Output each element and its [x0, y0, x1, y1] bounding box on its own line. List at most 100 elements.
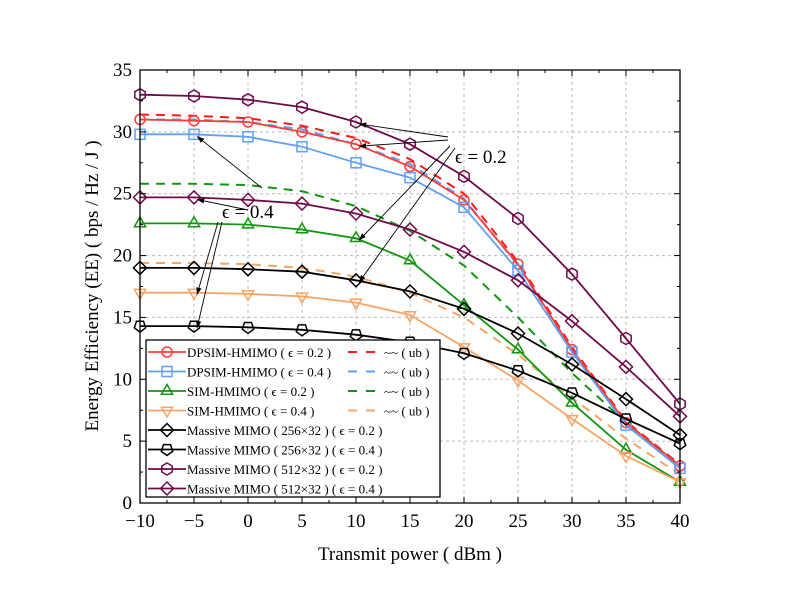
triangle-up-marker — [403, 252, 417, 265]
square-marker — [620, 419, 632, 431]
series-7 — [132, 189, 688, 424]
pentagon-marker — [511, 365, 525, 378]
legend-label: Massive MIMO ( 256×32 ) ( ϵ = 0.4 ) — [187, 443, 382, 458]
annotation-arrow — [196, 221, 223, 329]
legend-entry: Massive MIMO ( 256×32 ) ( ϵ = 0.4 ) — [148, 443, 382, 458]
hexagon-marker — [404, 137, 416, 152]
square-marker — [458, 201, 470, 214]
annotation-label: ϵ = 0.2 — [455, 147, 507, 168]
legend-ub-label: ~~ ( ub ) — [384, 365, 429, 380]
series-line — [140, 291, 681, 483]
legend-entry: DPSIM-HMIMO ( ϵ = 0.2 ) ~~ ( ub ) — [148, 345, 429, 360]
legend-entry: SIM-HMIMO ( ϵ = 0.4 ) ~~ ( ub ) — [148, 404, 429, 419]
pentagon-marker — [187, 320, 201, 334]
x-tick-label: 25 — [509, 511, 528, 532]
diamond-marker — [348, 205, 364, 222]
square-marker — [350, 157, 362, 169]
diamond-marker — [240, 261, 256, 277]
series-line — [140, 222, 681, 483]
hexagon-marker — [296, 100, 308, 114]
y-tick-label: 15 — [113, 307, 132, 328]
hexagon-marker — [512, 211, 524, 226]
diamond-marker — [564, 356, 580, 372]
hexagon-marker — [620, 331, 632, 346]
x-tick-label: 10 — [347, 511, 366, 532]
diamond-marker — [564, 313, 580, 329]
series-line — [140, 118, 681, 468]
pentagon-marker — [295, 324, 309, 337]
circle-marker — [188, 114, 200, 127]
triangle-down-marker — [295, 292, 309, 305]
annotations: ϵ = 0.2 ϵ = 0.4 — [196, 122, 507, 329]
legend-ub-label: ~~ ( ub ) — [384, 404, 429, 419]
hexagon-marker — [566, 267, 578, 281]
hexagon-marker — [458, 169, 470, 184]
square-marker — [512, 264, 524, 277]
series-11 — [140, 262, 681, 476]
triangle-down-marker — [349, 298, 363, 311]
legend-label: Massive MIMO ( 512×32 ) ( ϵ = 0.4 ) — [187, 482, 382, 497]
diamond-marker — [159, 480, 175, 497]
series-line — [140, 267, 681, 436]
triangle-up-marker — [160, 382, 174, 396]
diamond-marker — [510, 325, 526, 342]
series-9 — [140, 118, 681, 468]
x-tick-label: −5 — [184, 511, 204, 532]
circle-marker — [296, 126, 308, 138]
series-layer — [132, 87, 688, 491]
x-tick-label: 40 — [671, 511, 690, 532]
series-line — [139, 93, 681, 405]
x-tick-label: 20 — [455, 511, 474, 532]
legend-entry: DPSIM-HMIMO ( ϵ = 0.4 ) ~~ ( ub ) — [148, 365, 429, 380]
annotation-arrow — [196, 221, 219, 295]
series-3 — [133, 288, 687, 491]
series-line — [139, 113, 681, 466]
hexagon-marker — [161, 462, 173, 476]
annotation-label: ϵ = 0.4 — [222, 202, 274, 223]
x-tick-label: 5 — [297, 511, 307, 532]
y-tick-label: 5 — [123, 431, 133, 452]
y-axis-label: Energy Efficiency (EE) ( bps / Hz / J ) — [82, 140, 103, 431]
triangle-up-marker — [511, 341, 525, 354]
x-axis-label: Transmit power ( dBm ) — [318, 544, 502, 565]
legend-entry: Massive MIMO ( 512×32 ) ( ϵ = 0.2 ) — [148, 462, 382, 477]
diamond-marker — [186, 189, 202, 205]
legend-label: Massive MIMO ( 512×32 ) ( ϵ = 0.2 ) — [187, 462, 382, 477]
legend-label: SIM-HMIMO ( ϵ = 0.2 ) — [187, 384, 314, 399]
triangle-up-marker — [187, 215, 201, 228]
legend-entry: Massive MIMO ( 256×32 ) ( ϵ = 0.2 ) — [148, 422, 382, 438]
annotation-arrow — [358, 139, 449, 149]
series-6 — [134, 87, 686, 411]
diamond-marker — [402, 222, 418, 238]
legend-entry: Massive MIMO ( 512×32 ) ( ϵ = 0.4 ) — [148, 480, 382, 497]
circle-marker — [242, 116, 254, 128]
circle-marker — [458, 194, 470, 206]
triangle-down-marker — [160, 406, 174, 419]
pentagon-marker — [349, 329, 363, 342]
diamond-marker — [348, 272, 364, 288]
diamond-marker — [456, 244, 472, 260]
diamond-marker — [159, 422, 175, 438]
square-marker — [242, 131, 254, 143]
annotation-arrow — [358, 122, 449, 138]
square-marker — [161, 365, 173, 378]
diamond-marker — [618, 391, 634, 407]
diamond-marker — [186, 260, 202, 276]
series-line — [140, 262, 681, 476]
legend-ub-label: ~~ ( ub ) — [384, 345, 429, 360]
annotation-arrow — [196, 135, 263, 189]
triangle-up-marker — [349, 230, 363, 243]
x-tick-label: 35 — [617, 511, 636, 532]
annotation-arrow — [196, 198, 249, 211]
diamond-marker — [672, 408, 688, 424]
diamond-marker — [132, 260, 148, 276]
x-tick-label: 15 — [401, 511, 420, 532]
diamond-marker — [456, 301, 472, 317]
x-tick-label: 0 — [243, 511, 253, 532]
pentagon-marker — [619, 413, 633, 426]
hexagon-marker — [242, 92, 254, 107]
diamond-marker — [132, 189, 148, 205]
legend-label: SIM-HMIMO ( ϵ = 0.4 ) — [187, 404, 314, 419]
triangle-down-marker — [403, 310, 417, 324]
y-tick-label: 0 — [123, 493, 133, 514]
